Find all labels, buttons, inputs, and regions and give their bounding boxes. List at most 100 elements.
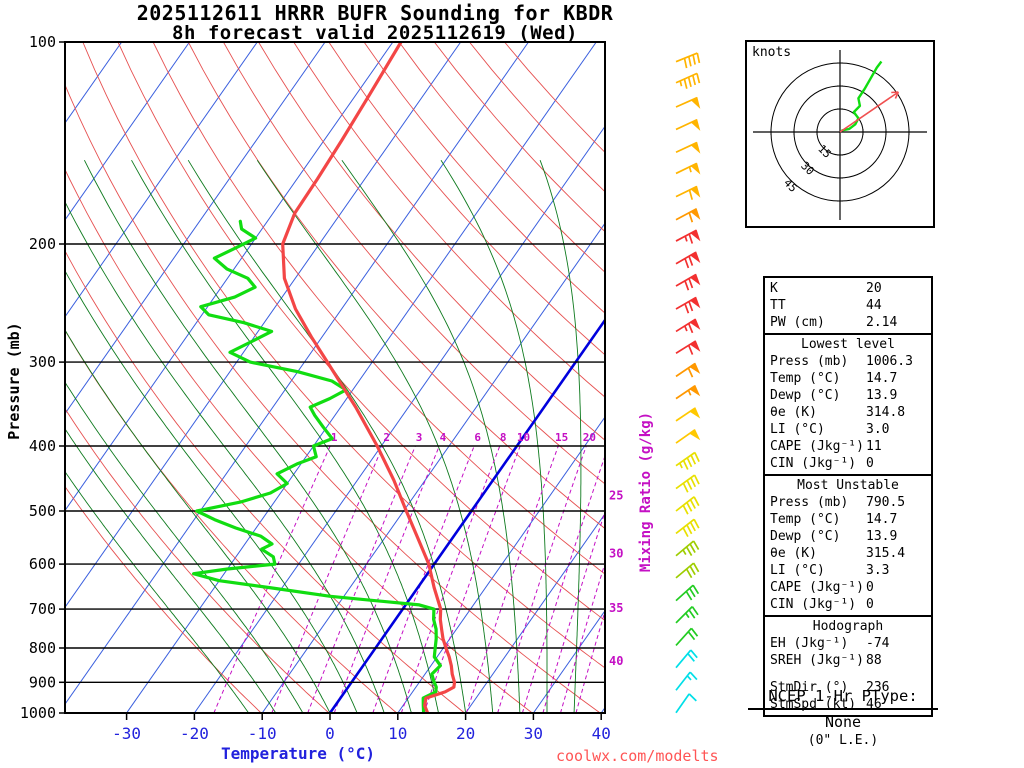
y-axis-label: Pressure (mb) xyxy=(5,322,23,440)
ptype-value: None xyxy=(824,713,862,731)
hodograph-units-label: knots xyxy=(752,45,792,60)
hodograph-ring-label: 45 xyxy=(781,176,800,195)
skewt-background-lines xyxy=(65,42,605,713)
stats-section-header: Hodograph xyxy=(765,615,931,635)
wind-barb xyxy=(675,496,700,515)
ptype-heading: NCEP 1-Hr PType: xyxy=(748,687,938,710)
mixing-ratio-label: 3 xyxy=(416,431,423,444)
stats-label: StmDir (°) xyxy=(770,680,849,695)
wind-barb xyxy=(675,118,701,131)
mixing-ratio-label: 25 xyxy=(609,488,623,502)
wind-barb-column xyxy=(675,52,701,714)
stats-row: θe (K) 314.8 xyxy=(765,404,931,421)
wind-barb xyxy=(675,649,698,669)
wind-barb xyxy=(675,562,700,579)
stats-value: 14.7 xyxy=(866,371,898,386)
pressure-tick-label: 500 xyxy=(29,502,56,520)
temp-tick-label: -10 xyxy=(248,724,277,743)
stats-row: EH (Jkg⁻¹) -74 xyxy=(765,635,931,652)
stats-label: EH (Jkg⁻¹) xyxy=(770,636,849,651)
stats-row: CAPE (Jkg⁻¹) 0 xyxy=(765,579,931,596)
wind-barb xyxy=(675,671,698,691)
wind-barb xyxy=(675,407,701,422)
stats-label: CIN (Jkg⁻¹) xyxy=(770,597,857,612)
wind-barb xyxy=(675,52,701,69)
wind-barb xyxy=(675,451,700,470)
stats-label: θe (K) xyxy=(770,405,817,420)
stats-value: 0 xyxy=(866,456,874,471)
stats-section-header: Lowest level xyxy=(765,333,931,353)
mixing-ratio-label: 15 xyxy=(555,431,568,444)
stats-value: 1006.3 xyxy=(866,354,913,369)
ptype-note: (0" L.E.) xyxy=(807,733,879,748)
stats-label: SREH (Jkg⁻¹) xyxy=(770,653,864,668)
stats-row: CIN (Jkg⁻¹) 0 xyxy=(765,455,931,472)
wind-barb xyxy=(675,273,701,291)
stats-label: TT xyxy=(770,298,786,313)
stats-table: K 20 TT 44 PW (cm) 2.14 Lowest level Press (mb)… xyxy=(763,276,933,717)
temperature-trace xyxy=(281,42,457,713)
pressure-tick-label: 400 xyxy=(29,437,56,455)
stats-value: -74 xyxy=(866,636,890,651)
wind-barb xyxy=(675,229,701,244)
stats-row: SREH (Jkg⁻¹) 88 xyxy=(765,652,931,669)
hodograph-trace xyxy=(841,60,883,132)
wind-barb xyxy=(675,518,700,538)
stats-value: 0 xyxy=(866,580,874,595)
stats-row: Temp (°C) 14.7 xyxy=(765,370,931,387)
sounding-title: 2025112611 HRRR BUFR Sounding for KBDR xyxy=(136,1,614,25)
stats-value: 20 xyxy=(866,281,882,296)
wind-barb xyxy=(675,251,701,269)
x-axis-label: Temperature (°C) xyxy=(220,744,376,763)
stats-value: 3.0 xyxy=(866,422,890,437)
stats-label: Dewp (°C) xyxy=(770,388,841,403)
wind-barb xyxy=(675,162,701,175)
pressure-tick-label: 900 xyxy=(29,673,56,691)
pressure-tick-label: 600 xyxy=(29,555,56,573)
stats-value: 44 xyxy=(866,298,882,313)
mixing-ratio-label: 10 xyxy=(517,431,530,444)
stats-label: Press (mb) xyxy=(770,354,849,369)
pressure-axis: 100 200 300 400 500 600 700 800 900 1000 xyxy=(20,33,605,722)
wind-barb xyxy=(675,141,701,154)
stats-value: 13.9 xyxy=(866,529,898,544)
stats-value: 14.7 xyxy=(866,512,898,527)
pressure-tick-label: 700 xyxy=(29,600,56,618)
pressure-tick-label: 100 xyxy=(29,33,56,51)
mixing-ratio-label: 20 xyxy=(583,431,596,444)
stats-label: LI (°C) xyxy=(770,563,825,578)
mixing-ratio-label: 6 xyxy=(474,431,481,444)
stats-row: PW (cm) 2.14 xyxy=(765,314,931,331)
zero-isotherm xyxy=(328,317,605,713)
stats-label: CAPE (Jkg⁻¹) xyxy=(770,439,864,454)
stats-row: LI (°C) 3.3 xyxy=(765,562,931,579)
stats-row: CIN (Jkg⁻¹) 0 xyxy=(765,596,931,613)
stats-value: 11 xyxy=(866,439,882,454)
stats-label: Temp (°C) xyxy=(770,512,841,527)
stats-row: K 20 xyxy=(765,280,931,297)
stats-label: CAPE (Jkg⁻¹) xyxy=(770,580,864,595)
temp-tick-label: 30 xyxy=(524,724,543,743)
stats-label: K xyxy=(770,281,778,296)
stats-label: Press (mb) xyxy=(770,495,849,510)
mixing-ratio-labels: 1 2 3 4 6 8 10 15 20 25 30 35 40 xyxy=(331,431,624,668)
hodograph-ring-label: 30 xyxy=(798,159,817,178)
plot-border xyxy=(64,41,606,714)
mixing-ratio-label: 1 xyxy=(331,431,338,444)
temperature-axis: -30 -20 -10 0 10 20 30 40 xyxy=(112,713,611,743)
mixing-ratio-label: 35 xyxy=(609,601,623,615)
temp-tick-label: 40 xyxy=(592,724,611,743)
wind-barb xyxy=(675,72,701,89)
pressure-tick-label: 800 xyxy=(29,639,56,657)
stats-label: Temp (°C) xyxy=(770,371,841,386)
stats-value: 0 xyxy=(866,597,874,612)
wind-barb xyxy=(675,340,701,355)
pressure-tick-label: 200 xyxy=(29,235,56,253)
stats-row: Press (mb) 1006.3 xyxy=(765,353,931,370)
mixing-ratio-label: 4 xyxy=(440,431,447,444)
stats-section-header: Most Unstable xyxy=(765,474,931,494)
sounding-subtitle: 8h forecast valid 2025112619 (Wed) xyxy=(172,22,578,44)
wind-barb xyxy=(675,429,701,444)
